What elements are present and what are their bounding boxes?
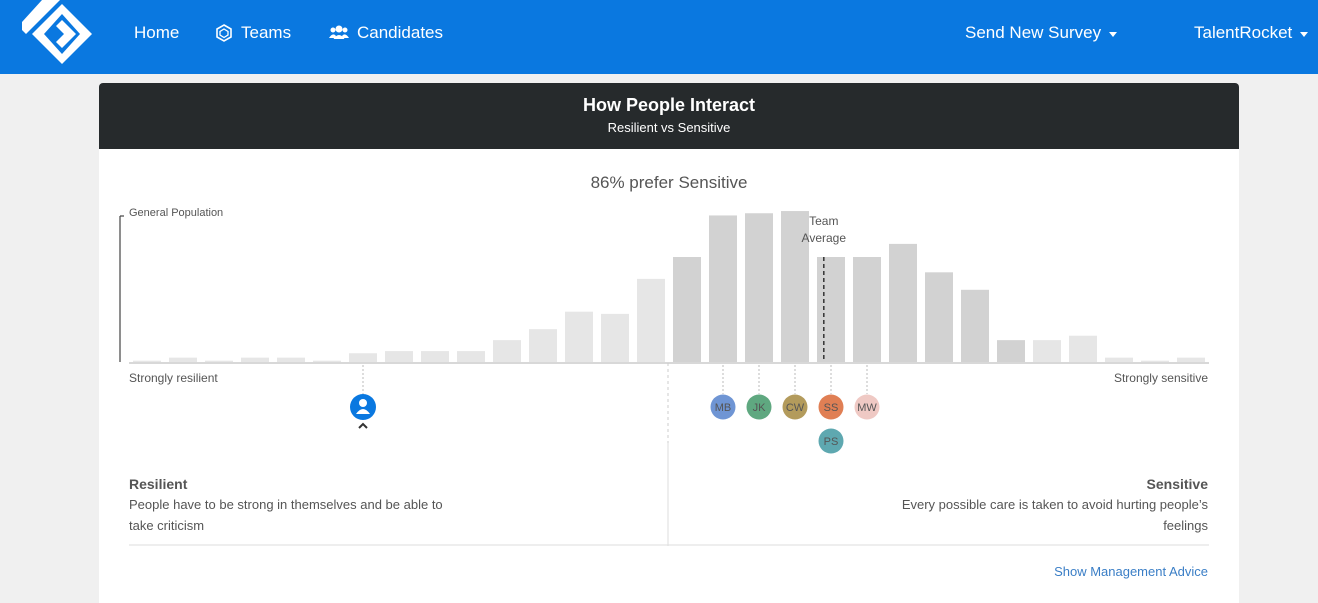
- distribution-bar: [457, 351, 485, 362]
- member-initials: SS: [824, 402, 839, 414]
- sensitive-title: Sensitive: [1146, 476, 1208, 492]
- card-header: How People Interact Resilient vs Sensiti…: [99, 83, 1239, 149]
- member-initials: JK: [753, 402, 767, 414]
- member-avatar[interactable]: [746, 394, 772, 420]
- team-average-label: Average: [802, 231, 847, 245]
- distribution-bar: [745, 213, 773, 362]
- distribution-bar: [133, 360, 161, 362]
- account-dropdown[interactable]: TalentRocket: [1194, 23, 1309, 43]
- interaction-card: How People Interact Resilient vs Sensiti…: [99, 83, 1239, 603]
- distribution-bar: [565, 311, 593, 362]
- distribution-bar: [277, 357, 305, 362]
- talentrocket-logo-icon[interactable]: [22, 0, 96, 70]
- distribution-bar: [313, 360, 341, 362]
- resilient-desc-line1: People have to be strong in themselves a…: [129, 497, 443, 512]
- distribution-bar: [601, 313, 629, 362]
- caret-down-icon: [1300, 31, 1309, 37]
- member-initials: PS: [824, 436, 839, 448]
- distribution-bar: [673, 257, 701, 362]
- distribution-bar: [997, 340, 1025, 362]
- chart-title: General Population: [129, 207, 223, 219]
- sensitive-desc-line2: feelings: [1163, 518, 1208, 533]
- users-icon: [329, 25, 349, 39]
- teams-icon: [216, 24, 232, 42]
- nav-candidates-label: Candidates: [357, 23, 444, 42]
- distribution-bar: [817, 257, 845, 362]
- team-average-label: Team: [809, 214, 838, 228]
- distribution-bar: [1033, 340, 1061, 362]
- user-icon-head: [359, 399, 367, 407]
- card-title: How People Interact: [582, 95, 756, 115]
- distribution-bar: [1141, 360, 1169, 362]
- distribution-bar: [1105, 357, 1133, 362]
- preference-headline: 86% prefer Sensitive: [590, 173, 748, 192]
- distribution-bar: [205, 360, 233, 362]
- sensitive-desc-line1: Every possible care is taken to avoid hu…: [901, 497, 1208, 512]
- strongly-resilient-label: Strongly resilient: [129, 371, 218, 385]
- distribution-bar: [1177, 357, 1205, 362]
- distribution-bar: [925, 272, 953, 362]
- distribution-bar: [889, 243, 917, 362]
- send-survey-dropdown[interactable]: Send New Survey: [965, 23, 1118, 43]
- nav-home-label: Home: [134, 23, 180, 42]
- distribution-bar: [853, 257, 881, 362]
- member-initials: MB: [715, 402, 732, 414]
- member-avatar[interactable]: [818, 428, 844, 454]
- nav-home[interactable]: Home: [134, 23, 179, 43]
- member-initials: MW: [857, 402, 877, 414]
- distribution-bar: [241, 357, 269, 362]
- distribution-bar: [637, 278, 665, 362]
- resilient-desc-line2: take criticism: [129, 518, 205, 533]
- distribution-bar: [781, 211, 809, 362]
- distribution-bar: [1069, 335, 1097, 362]
- member-initials: CW: [786, 402, 805, 414]
- user-icon-body: [356, 409, 370, 414]
- member-avatar[interactable]: [818, 394, 844, 420]
- distribution-bar: [421, 351, 449, 362]
- resilient-title: Resilient: [129, 476, 188, 492]
- top-navbar: Home Teams Candidates Send New Survey Ta…: [0, 0, 1318, 74]
- card-subtitle: Resilient vs Sensitive: [607, 120, 731, 135]
- nav-teams-label: Teams: [241, 23, 292, 42]
- strongly-sensitive-label: Strongly sensitive: [1114, 371, 1208, 385]
- distribution-bar: [385, 351, 413, 362]
- distribution-chart: General Population Team Average Strongly …: [119, 207, 1209, 546]
- nav-teams[interactable]: Teams: [215, 23, 291, 43]
- caret-down-icon: [1109, 31, 1118, 37]
- distribution-bar: [709, 215, 737, 362]
- nav-candidates[interactable]: Candidates: [329, 23, 443, 43]
- member-avatar[interactable]: [782, 394, 808, 420]
- account-label: TalentRocket: [1194, 23, 1293, 42]
- show-management-advice-link[interactable]: Show Management Advice: [1054, 564, 1208, 579]
- chevron-up-icon[interactable]: [358, 422, 368, 429]
- distribution-bar: [961, 289, 989, 362]
- member-avatar[interactable]: [854, 394, 880, 420]
- distribution-bar: [529, 329, 557, 362]
- member-avatar[interactable]: [710, 394, 736, 420]
- send-survey-label: Send New Survey: [965, 23, 1102, 42]
- distribution-bar: [493, 340, 521, 362]
- distribution-bar: [349, 353, 377, 362]
- distribution-bar: [169, 357, 197, 362]
